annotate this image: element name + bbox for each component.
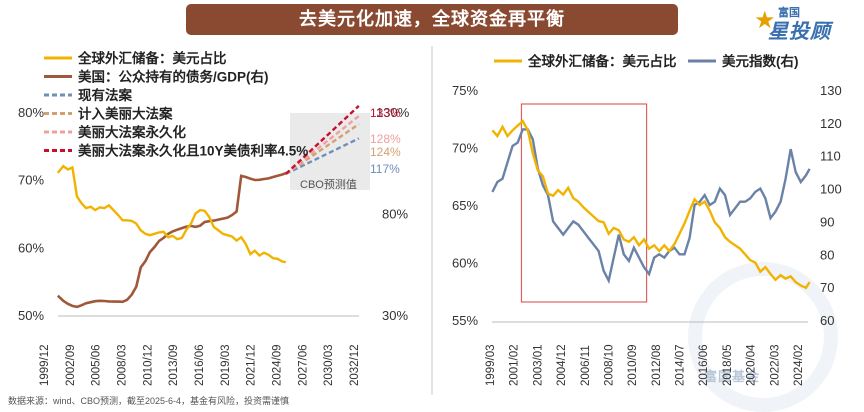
x-tick-label: 2008/03 [117,344,129,386]
x-tick-label: 2002/09 [65,344,77,386]
legend-label: 美国：公众持有的债务/GDP(右) [78,69,269,85]
x-tick-label-right-chart: 2020/04 [746,344,758,386]
legend-label-right: 全球外汇储备：美元占比 [527,53,677,69]
y-right-tick-label-right-chart: 120 [820,116,842,131]
projection-end-label: 124% [370,145,401,159]
y-left-tick-label-right-chart: 75% [452,83,478,98]
star-icon: ★ [754,7,776,34]
x-tick-label-right-chart: 2024/02 [793,344,805,386]
legend-label: 现有法案 [78,87,132,103]
highlight-box [520,103,648,303]
x-tick-label-right-chart: 2008/10 [603,344,615,386]
x-tick-label-right-chart: 2018/05 [722,344,734,386]
series-line-usd-reserve-share-right [491,119,811,290]
x-tick-label: 2027/06 [297,344,309,386]
x-tick-label: 2030/03 [323,344,335,386]
series-line-debt-gdp [56,171,288,309]
y-right-tick-label: 30% [382,308,408,323]
brand-logo: ★ 富国 星投顾 [748,2,860,43]
legend-label: 计入美丽大法案 [78,106,173,122]
chart-banner-title: 去美元化加速，全球资金再平衡 [186,4,678,35]
x-tick-label: 2005/06 [91,344,103,386]
y-left-tick-label-right-chart: 70% [452,141,478,156]
logo-brand-text: 富国 [778,7,800,19]
y-left-tick-label: 80% [18,105,44,120]
y-left-tick-label-right-chart: 55% [452,313,478,328]
x-tick-label-right-chart: 2012/08 [651,344,663,386]
projection-line-with-bill [285,123,360,175]
projection-end-label: 133% [370,106,401,120]
x-tick-label: 2013/09 [168,344,180,386]
y-right-tick-label-right-chart: 80 [820,247,834,262]
x-tick-label-right-chart: 2010/09 [627,344,639,386]
x-tick-label: 2019/03 [220,344,232,386]
y-left-tick-label-right-chart: 60% [452,256,478,271]
y-left-tick-label: 50% [18,308,44,323]
series-line-dollar-index [491,128,811,285]
projection-line-permanent-4-5 [285,105,360,175]
source-note: 数据来源：wind、CBO预测，截至2025-6-4，基金有风险，投资需谨慎 [8,396,290,406]
legend-label: 全球外汇储备：美元占比 [77,50,227,66]
x-tick-label-right-chart: 2006/11 [580,345,592,386]
x-tick-label-right-chart: 2014/07 [675,344,687,386]
y-left-tick-label-right-chart: 65% [452,198,478,213]
legend-label: 美丽大法案永久化 [78,124,186,140]
y-left-tick-label: 60% [18,240,44,255]
series-line-usd-reserve-share [56,164,287,264]
legend-label: 美丽大法案永久化且10Y美债利率4.5% [78,143,308,159]
projection-label: CBO预测值 [300,178,357,191]
y-right-tick-label-right-chart: 130 [820,83,842,98]
projection-line-current-law [285,137,360,175]
x-tick-label: 2010/12 [142,344,154,386]
x-tick-label-right-chart: 2016/06 [698,344,710,386]
watermark-text: 富国基金 [704,369,761,384]
x-tick-label: 2032/12 [349,344,361,386]
x-tick-label: 2021/12 [246,344,258,386]
y-right-tick-label: 130% [376,105,410,120]
projection-end-label: 117% [370,162,400,176]
x-tick-label-right-chart: 1999/03 [485,344,497,386]
y-right-tick-label-right-chart: 110 [820,149,841,164]
y-right-tick-label-right-chart: 60 [820,313,834,328]
y-right-tick-label-right-chart: 100 [820,182,842,197]
x-tick-label: 2016/06 [194,344,206,386]
legend-label-right: 美元指数(右) [722,53,799,69]
y-right-tick-label-right-chart: 70 [820,280,834,295]
projection-end-label: 128% [370,132,401,146]
y-right-tick-label: 80% [382,207,408,222]
x-tick-label-right-chart: 2022/03 [769,344,781,386]
x-tick-label-right-chart: 2001/02 [509,344,521,386]
y-right-tick-label-right-chart: 90 [820,214,834,229]
logo-name-text: 星投顾 [768,21,831,43]
x-tick-label: 1999/12 [39,344,51,386]
x-tick-label: 2024/09 [272,344,284,386]
y-left-tick-label: 70% [18,173,44,188]
x-tick-label-right-chart: 2003/01 [532,344,544,386]
x-tick-label-right-chart: 2004/12 [556,344,568,386]
